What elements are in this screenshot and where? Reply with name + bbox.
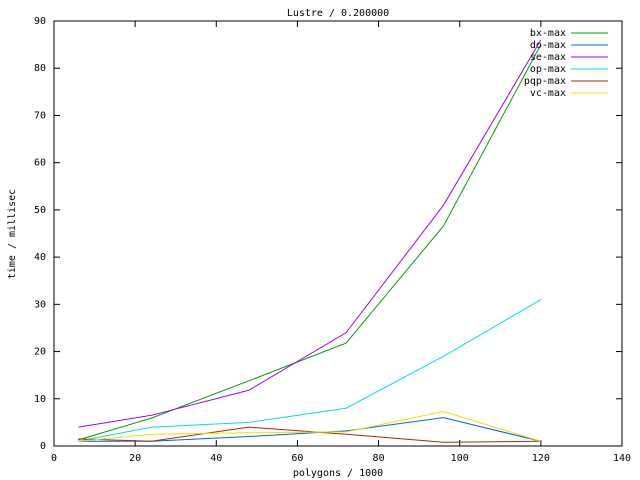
series-line	[78, 299, 542, 442]
x-tick-label: 60	[291, 453, 303, 464]
chart-title: Lustre / 0.200000	[287, 8, 389, 19]
x-tick-label: 120	[532, 453, 550, 464]
series-line	[78, 417, 541, 442]
legend-label: do-max	[530, 40, 566, 51]
legend-label: op-max	[530, 64, 566, 75]
y-tick-label: 30	[34, 299, 46, 310]
x-tick-label: 100	[451, 453, 469, 464]
series-line	[78, 411, 542, 442]
series-line	[78, 39, 542, 428]
legend-label: vc-max	[530, 88, 566, 99]
x-axis-label: polygons / 1000	[293, 468, 383, 479]
y-tick-label: 90	[34, 16, 46, 27]
legend-label: se-max	[530, 52, 566, 63]
legend-label: pqp-max	[524, 76, 566, 87]
y-tick-label: 40	[34, 252, 46, 263]
legend-label: bx-max	[530, 28, 566, 39]
plot-border	[53, 20, 623, 447]
x-tick-label: 140	[613, 453, 631, 464]
y-tick-label: 20	[34, 347, 46, 358]
series-line	[78, 44, 542, 441]
x-tick-label: 40	[210, 453, 222, 464]
y-tick-label: 0	[40, 441, 46, 452]
y-tick-label: 60	[34, 158, 46, 169]
x-tick-label: 0	[51, 453, 57, 464]
x-tick-label: 80	[373, 453, 385, 464]
y-tick-label: 10	[34, 394, 46, 405]
y-tick-label: 80	[34, 63, 46, 74]
y-axis-label: time / millisec	[7, 189, 18, 279]
x-tick-label: 20	[129, 453, 141, 464]
series-line	[78, 426, 541, 443]
y-tick-label: 50	[34, 205, 46, 216]
y-tick-label: 70	[34, 110, 46, 121]
